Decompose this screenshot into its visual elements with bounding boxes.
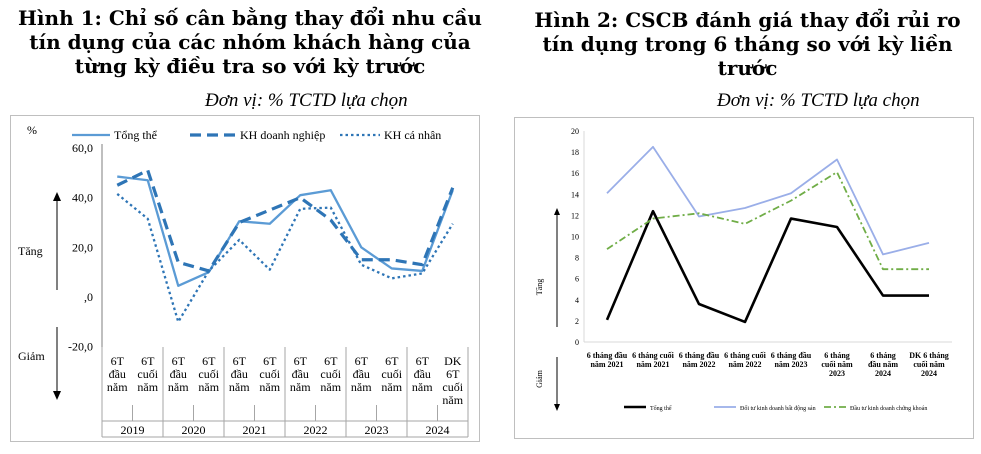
y-tick-label: 4 xyxy=(575,296,579,305)
y-tick-label: 2 xyxy=(575,317,579,326)
decrease-label: Giảm xyxy=(18,349,45,363)
y-tick-label: 8 xyxy=(575,254,579,263)
x-year-label: 2020 xyxy=(182,423,206,437)
y-tick-label: 12 xyxy=(571,211,579,220)
x-year-label: 2023 xyxy=(365,423,389,437)
increase-arrow-head xyxy=(554,208,560,215)
x-period-label: 6T đầu năm xyxy=(290,354,311,394)
x-period-label: 6T cuối năm xyxy=(259,354,280,394)
y-tick-label: -20,0 xyxy=(68,340,93,354)
decrease-arrow-head xyxy=(53,391,61,400)
figure-2-title: Hình 2: CSCB đánh giá thay đổi rủi ro tí… xyxy=(534,8,961,80)
x-period-label: 6T đầu năm xyxy=(107,354,128,394)
y-tick-label: 10 xyxy=(571,233,579,242)
x-category-label: DK 6 tháng cuối năm 2024 xyxy=(909,351,949,378)
x-period-label: 6T cuối năm xyxy=(381,354,402,394)
x-category-label: 6 tháng cuối năm 2021 xyxy=(632,351,675,369)
series-line-2 xyxy=(606,145,930,256)
y-tick-label: 0 xyxy=(575,338,579,347)
y-tick-label: 6 xyxy=(575,275,579,284)
x-period-label: 6T đầu năm xyxy=(412,354,433,394)
legend-label-1: Tổng thể xyxy=(114,128,158,142)
series-line-1 xyxy=(605,209,929,324)
x-category-label: 6 tháng đầu năm 2021 xyxy=(587,351,628,369)
legend-label-2: Đối tư kinh doanh bất động sản xyxy=(740,405,816,412)
x-category-label: 6 tháng đầu năm 2023 xyxy=(771,351,812,369)
increase-label: Tăng xyxy=(18,244,43,258)
y-axis-unit-label: % xyxy=(27,123,37,137)
figure-2-unit: Đơn vị: % TCTD lựa chọn xyxy=(717,90,920,111)
x-category-label: 6 tháng đầu năm 2024 xyxy=(868,351,898,378)
x-period-label: 6T cuối năm xyxy=(320,354,341,394)
figure-2-frame xyxy=(514,117,974,439)
x-period-label: 6T cuối năm xyxy=(137,354,158,394)
legend-label-1: Tổng thể xyxy=(650,405,672,412)
decrease-label: Giảm xyxy=(535,369,544,388)
y-tick-label: 20 xyxy=(571,127,579,136)
figure-1-title: Hình 1: Chỉ số cân bằng thay đổi nhu cầu… xyxy=(18,6,482,78)
y-tick-label: 16 xyxy=(571,169,579,178)
figure-1-chart: % 60,0 40,0 20,0 ,0 -20,0 Tăng Giảm 6T đầu năm 6T cu… xyxy=(10,115,480,442)
increase-arrow-head xyxy=(53,192,61,201)
series-line-1 xyxy=(117,175,454,287)
y-tick-label: 60,0 xyxy=(72,141,93,155)
y-tick-label: ,0 xyxy=(84,290,93,304)
legend-label-3: KH cá nhân xyxy=(384,128,441,142)
decrease-arrow-head xyxy=(554,404,560,411)
x-category-label: 6 tháng cuối năm 2023 xyxy=(821,351,853,378)
x-category-label: 6 tháng đầu năm 2022 xyxy=(679,351,720,369)
y-tick-label: 20,0 xyxy=(72,240,93,254)
x-period-label: 6T đầu năm xyxy=(229,354,250,394)
y-tick-label: 18 xyxy=(571,148,579,157)
x-year-label: 2021 xyxy=(243,423,267,437)
x-period-label: 6T đầu năm xyxy=(351,354,372,394)
x-year-label: 2024 xyxy=(426,423,450,437)
figure-1-unit: Đơn vị: % TCTD lựa chọn xyxy=(205,90,408,111)
x-category-label: 6 tháng cuối năm 2022 xyxy=(724,351,767,369)
y-tick-label: 14 xyxy=(571,190,579,199)
x-period-label: DK 6T cuối năm xyxy=(442,354,463,407)
x-period-label: 6T cuối năm xyxy=(198,354,219,394)
series-line-3 xyxy=(116,193,454,323)
figure-1-frame xyxy=(10,115,480,442)
increase-label: Tăng xyxy=(535,279,544,295)
y-tick-label: 40,0 xyxy=(72,191,93,205)
x-year-label: 2022 xyxy=(304,423,328,437)
legend-label-2: KH doanh nghiệp xyxy=(240,128,325,142)
x-period-label: 6T đầu năm xyxy=(168,354,189,394)
series-line-3 xyxy=(606,171,929,271)
x-year-label: 2019 xyxy=(121,423,145,437)
series-line-2 xyxy=(116,168,455,273)
legend-label-3: Đầu tư kinh doanh chứng khoán xyxy=(850,405,927,412)
